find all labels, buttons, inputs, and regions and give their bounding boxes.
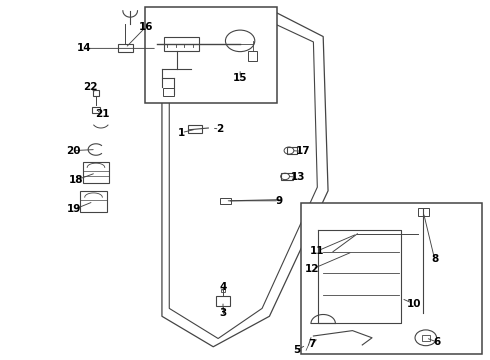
Text: 11: 11 — [310, 246, 324, 256]
Bar — [93, 90, 99, 96]
Bar — [418, 208, 429, 216]
Text: 19: 19 — [67, 204, 81, 215]
Bar — [287, 147, 297, 154]
Text: 17: 17 — [295, 146, 310, 156]
Bar — [220, 289, 225, 292]
Bar — [145, 7, 277, 103]
Text: 14: 14 — [76, 44, 91, 53]
Text: 13: 13 — [291, 172, 305, 182]
Bar — [163, 88, 173, 96]
Bar — [248, 51, 257, 61]
Bar — [164, 37, 198, 50]
Text: 7: 7 — [308, 339, 316, 349]
Bar — [216, 296, 230, 306]
Bar — [80, 191, 107, 212]
Text: 21: 21 — [95, 109, 110, 119]
Bar — [301, 203, 482, 354]
Text: 6: 6 — [433, 337, 441, 347]
Text: 8: 8 — [431, 254, 438, 264]
Text: 22: 22 — [83, 82, 98, 93]
Text: 16: 16 — [139, 22, 153, 32]
Text: 18: 18 — [69, 175, 84, 185]
Bar — [188, 125, 202, 133]
Text: 15: 15 — [233, 73, 247, 83]
Text: 5: 5 — [293, 345, 300, 355]
Bar — [281, 173, 293, 180]
Text: 10: 10 — [406, 299, 421, 309]
Text: 2: 2 — [216, 124, 223, 134]
Text: 20: 20 — [66, 145, 80, 156]
Text: 12: 12 — [305, 264, 319, 274]
Text: 3: 3 — [220, 308, 227, 318]
Bar — [422, 335, 430, 341]
Bar — [82, 162, 109, 183]
Bar — [220, 198, 231, 204]
Text: 9: 9 — [276, 196, 283, 206]
Bar — [118, 44, 133, 52]
Text: 4: 4 — [220, 282, 227, 292]
Text: 1: 1 — [178, 128, 185, 138]
Bar — [92, 107, 100, 113]
